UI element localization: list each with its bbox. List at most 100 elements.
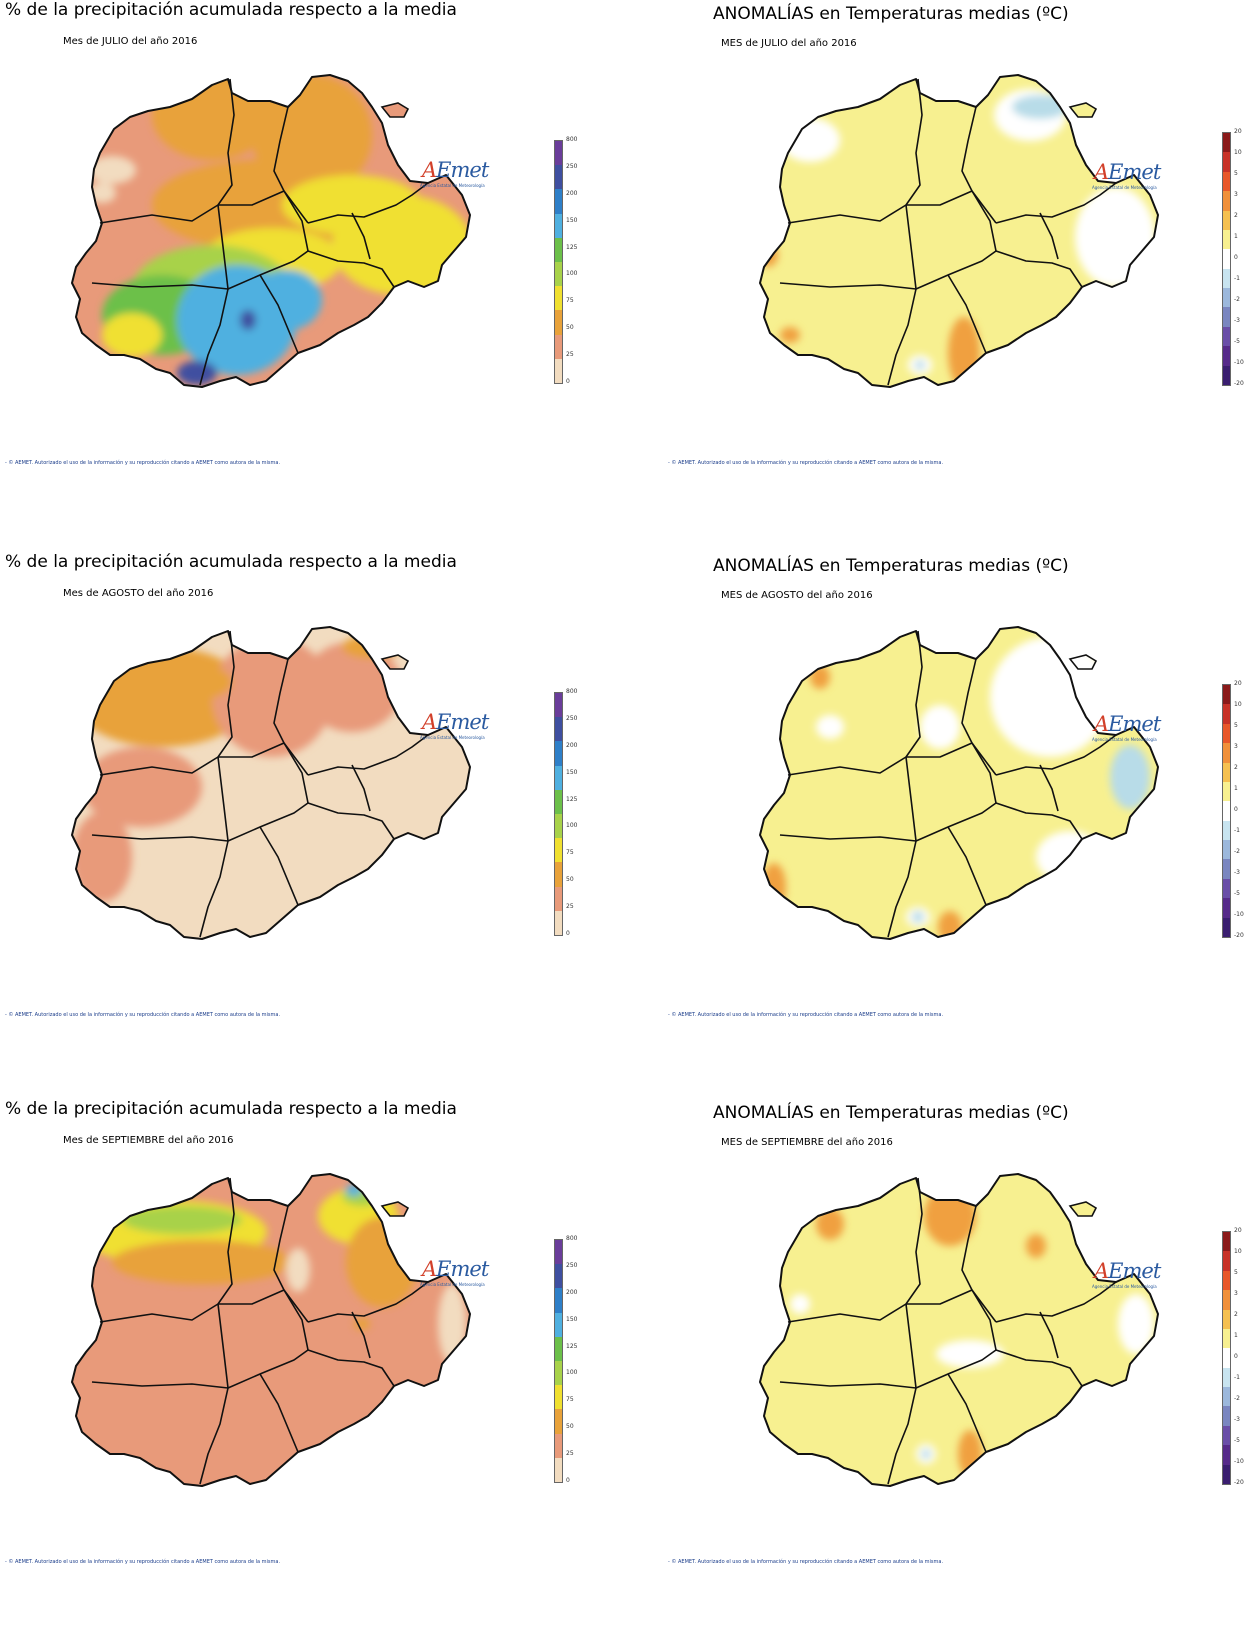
legend-swatch [1223, 898, 1230, 918]
map-color-region [1026, 1234, 1046, 1258]
province-border [273, 106, 289, 192]
legend-tick-label: 100 [566, 270, 578, 278]
legend-tick-label: 25 [566, 351, 574, 359]
legend-swatch [1223, 762, 1230, 782]
enclave-outline [380, 102, 410, 118]
province-border [887, 840, 917, 938]
precip-panel-agosto: % de la precipitación acumulada respecto… [0, 552, 628, 1092]
temp-panel-agosto: ANOMALÍAS en Temperaturas medias (ºC) MES… [628, 552, 1256, 1092]
legend-swatch [555, 286, 562, 311]
map-color-region [112, 660, 232, 704]
legend-swatch [1223, 1445, 1230, 1465]
legend-tick-label: 5 [1234, 1269, 1238, 1276]
aemet-logo-tagline: Agencia Estatal de Meteorología [1092, 185, 1157, 190]
map-color-region [760, 1282, 778, 1306]
map-color-region [921, 1449, 931, 1459]
map-color-region [342, 635, 402, 659]
legend-tick-label: 2 [1234, 764, 1238, 771]
province-border [307, 1281, 429, 1323]
legend-tick-label: 10 [1234, 149, 1242, 156]
enclave-outline [380, 1201, 410, 1217]
province-border [283, 742, 309, 804]
map-color-region [346, 1217, 418, 1307]
legend-swatch [1223, 723, 1230, 744]
region-outline [71, 626, 471, 940]
region-outline [71, 74, 471, 388]
province-border [1039, 212, 1059, 260]
temperature-anomaly-map [759, 626, 1159, 940]
province-border [217, 78, 235, 206]
enclave-outline [1068, 102, 1098, 118]
map-color-region [332, 195, 470, 295]
legend-swatch [555, 813, 562, 839]
legend-swatch [1223, 743, 1230, 763]
legend-tick-label: -2 [1234, 1395, 1240, 1402]
province-border [351, 212, 371, 260]
aemet-logo: AEmet Agencia Estatal de Meteorología [418, 710, 489, 746]
map-color-region [816, 715, 844, 739]
copyright-credit: - © AEMET. Autorizado el uso de la infor… [668, 1559, 944, 1565]
legend-tick-label: 200 [566, 189, 578, 197]
precip-panel-septiembre: % de la precipitación acumulada respecto… [0, 1099, 628, 1639]
legend-tick-label: -20 [1234, 380, 1244, 387]
map-color-region [240, 310, 256, 330]
copyright-credit: - © AEMET. Autorizado el uso de la infor… [5, 1559, 281, 1565]
legend-swatch [1223, 704, 1230, 724]
legend-tick-label: 800 [566, 688, 578, 695]
panel-subtitle: MES de AGOSTO del año 2016 [721, 590, 873, 601]
province-border [887, 1387, 917, 1485]
province-border [199, 1387, 229, 1485]
legend-swatch [555, 886, 562, 911]
legend-tick-label: 5 [1234, 170, 1238, 177]
legend-tick-label: 0 [566, 930, 570, 937]
province-border [995, 734, 1117, 776]
legend-swatch [555, 358, 562, 383]
province-border [307, 802, 395, 840]
legend-color-bar [554, 692, 563, 936]
legend-tick-label: 150 [566, 768, 578, 776]
legend-tick-label: 0 [1234, 254, 1238, 261]
aemet-logo-tagline: Agencia Estatal de Meteorología [1092, 1284, 1157, 1289]
aemet-logo-wordmark: AEmet [422, 1257, 489, 1281]
legend-color-bar [1222, 684, 1231, 938]
province-border [217, 1177, 235, 1305]
aemet-logo-tagline: Agencia Estatal de Meteorología [420, 183, 485, 188]
temp-panel-septiembre: ANOMALÍAS en Temperaturas medias (ºC) MES… [628, 1099, 1256, 1639]
map-color-region [82, 747, 202, 827]
province-border [283, 1289, 309, 1351]
region-outline [71, 1173, 471, 1487]
legend-swatch [1223, 1251, 1230, 1271]
copyright-credit: - © AEMET. Autorizado el uso de la infor… [668, 1012, 944, 1018]
legend-tick-label: 20 [1234, 128, 1242, 135]
province-border [1039, 764, 1059, 812]
map-color-region [1110, 745, 1150, 809]
legend-tick-label: 10 [1234, 701, 1242, 708]
province-border [905, 1177, 923, 1305]
map-color-region [177, 361, 217, 385]
legend-swatch [1223, 1464, 1230, 1484]
panel-subtitle: Mes de AGOSTO del año 2016 [63, 588, 214, 599]
legend-swatch [555, 789, 562, 814]
legend-color-bar [554, 140, 563, 384]
legend-tick-label: 1 [1234, 1332, 1238, 1339]
province-border [947, 1373, 987, 1453]
province-border [1039, 1311, 1059, 1359]
legend-tick-label: -20 [1234, 1479, 1244, 1486]
legend-swatch [1223, 1387, 1230, 1407]
province-border [307, 182, 429, 224]
province-border [905, 1303, 917, 1389]
aemet-logo-wordmark: AEmet [1094, 1259, 1161, 1283]
legend-swatch [555, 693, 562, 718]
aemet-logo: AEmet Agencia Estatal de Meteorología [1090, 160, 1161, 196]
map-color-region [760, 243, 778, 267]
legend-tick-label: 3 [1234, 191, 1238, 198]
map-color-region [122, 1206, 242, 1234]
aemet-logo-wordmark: AEmet [1094, 712, 1161, 736]
legend-swatch [555, 1312, 562, 1337]
map-color-region [1075, 187, 1155, 287]
legend-swatch [555, 1264, 562, 1289]
province-border [259, 826, 299, 906]
legend-swatch [555, 838, 562, 863]
province-border [199, 840, 229, 938]
legend-swatch [1223, 820, 1230, 840]
